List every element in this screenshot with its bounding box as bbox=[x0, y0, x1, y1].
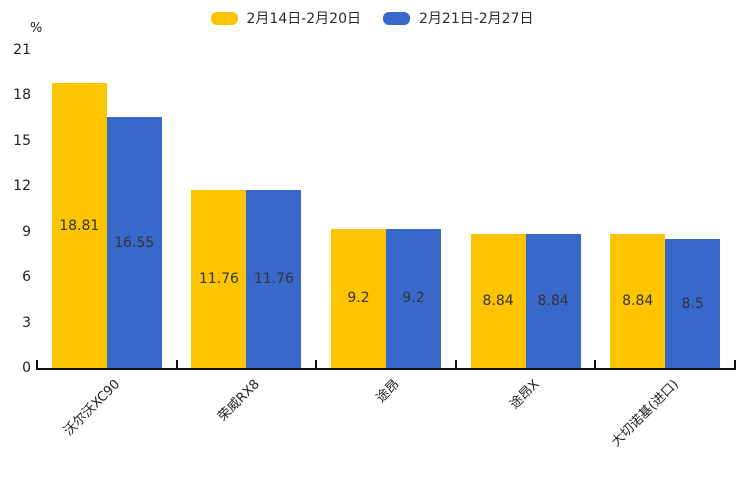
bar-series-1-group-3[interactable] bbox=[525, 234, 581, 368]
bar-series-0-group-3[interactable] bbox=[470, 234, 526, 368]
y-tick-label: 3 bbox=[22, 314, 31, 331]
legend-item-series-0[interactable]: 2月14日-2月20日 bbox=[210, 8, 362, 28]
legend-item-series-1[interactable]: 2月21日-2月27日 bbox=[383, 8, 534, 28]
legend-label: 2月21日-2月27日 bbox=[419, 11, 534, 27]
y-tick-label: 0 bbox=[22, 360, 31, 376]
x-axis-tick bbox=[36, 360, 38, 368]
x-axis-tick bbox=[594, 360, 597, 368]
bar-series-0-group-0[interactable] bbox=[51, 83, 107, 368]
x-category-label: 途昂X bbox=[506, 377, 543, 413]
y-axis-unit-label: % bbox=[30, 21, 43, 36]
x-axis-tick bbox=[454, 360, 457, 368]
legend-swatch bbox=[383, 11, 410, 25]
bar-series-1-group-4[interactable] bbox=[665, 239, 721, 368]
x-category-label: 途昂 bbox=[373, 377, 403, 407]
bar-series-0-group-1[interactable] bbox=[191, 189, 247, 368]
x-axis-tick bbox=[315, 360, 318, 368]
bar-series-1-group-2[interactable] bbox=[386, 228, 441, 368]
y-tick-label: 15 bbox=[13, 132, 31, 149]
x-axis-line bbox=[36, 368, 736, 370]
bar-series-0-group-4[interactable] bbox=[610, 234, 666, 368]
bar-series-0-group-2[interactable] bbox=[331, 228, 386, 368]
bar-series-1-group-0[interactable] bbox=[106, 117, 162, 368]
legend: 2月14日-2月20日 2月21日-2月27日 bbox=[0, 8, 744, 28]
x-category-label: 荣威RX8 bbox=[215, 377, 264, 425]
y-tick-label: 6 bbox=[22, 269, 31, 286]
x-category-label: 沃尔沃XC90 bbox=[61, 377, 124, 439]
y-tick-label: 21 bbox=[13, 42, 31, 58]
legend-swatch bbox=[210, 11, 238, 25]
y-tick-label: 9 bbox=[22, 223, 31, 240]
x-axis-tick bbox=[175, 360, 178, 368]
legend-label: 2月14日-2月20日 bbox=[246, 11, 362, 27]
x-category-label: 大切诺基(进口) bbox=[608, 377, 682, 450]
x-axis-tick bbox=[734, 360, 736, 368]
bar-series-1-group-1[interactable] bbox=[246, 189, 302, 368]
y-tick-label: 18 bbox=[13, 87, 31, 104]
y-tick-label: 12 bbox=[13, 178, 31, 195]
